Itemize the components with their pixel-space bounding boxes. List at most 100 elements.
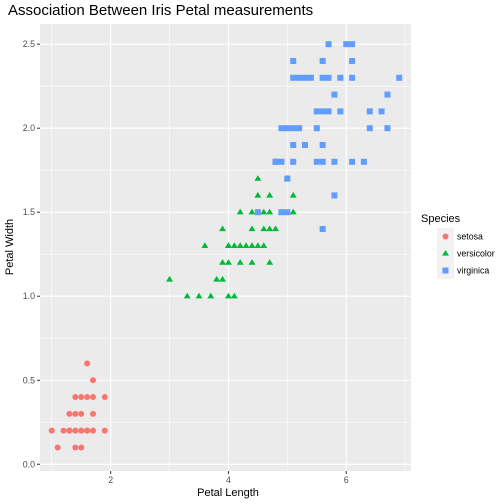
- x-tick-label: 2: [108, 475, 113, 485]
- point-virginica: [384, 125, 391, 132]
- data-points: [48, 41, 403, 451]
- point-setosa: [84, 394, 91, 401]
- point-versicolor: [266, 225, 274, 232]
- point-setosa: [84, 427, 91, 434]
- point-virginica: [337, 74, 344, 81]
- point-virginica: [343, 41, 350, 48]
- y-tick-label: 2.5: [23, 39, 35, 49]
- point-setosa: [72, 410, 79, 417]
- point-versicolor: [254, 242, 262, 248]
- legend-label-setosa: setosa: [457, 232, 483, 242]
- point-setosa: [90, 427, 96, 434]
- point-virginica: [319, 57, 326, 64]
- point-virginica: [284, 209, 291, 216]
- point-virginica: [290, 141, 297, 148]
- point-setosa: [48, 427, 55, 434]
- legend-key-virginica: [442, 267, 449, 274]
- point-virginica: [319, 141, 326, 148]
- point-versicolor: [254, 175, 262, 181]
- y-tick-label: 2.0: [23, 123, 35, 133]
- point-versicolor: [289, 191, 297, 198]
- point-virginica: [325, 108, 332, 115]
- y-tick-label: 1.5: [23, 207, 35, 217]
- point-virginica: [290, 57, 297, 64]
- point-setosa: [90, 377, 96, 384]
- point-setosa: [78, 410, 85, 417]
- point-versicolor: [260, 208, 268, 215]
- point-versicolor: [219, 225, 227, 232]
- y-tick-label: 0.5: [23, 375, 35, 385]
- point-versicolor: [219, 275, 227, 282]
- point-virginica: [313, 125, 320, 132]
- point-virginica: [331, 158, 338, 165]
- legend-label-versicolor: versicolor: [457, 249, 495, 259]
- point-virginica: [349, 57, 356, 64]
- point-virginica: [278, 209, 285, 216]
- point-virginica: [290, 74, 297, 81]
- point-versicolor: [248, 259, 256, 265]
- point-versicolor: [195, 292, 203, 299]
- point-virginica: [366, 108, 373, 115]
- point-setosa: [78, 427, 85, 434]
- point-virginica: [378, 108, 385, 115]
- point-setosa: [101, 394, 108, 401]
- point-virginica: [307, 74, 314, 81]
- point-versicolor: [236, 242, 244, 248]
- point-versicolor: [254, 191, 262, 198]
- point-versicolor: [272, 225, 280, 232]
- point-virginica: [302, 74, 308, 81]
- point-setosa: [101, 427, 108, 434]
- point-virginica: [331, 91, 338, 98]
- point-virginica: [331, 192, 338, 199]
- point-versicolor: [236, 208, 244, 215]
- point-virginica: [302, 141, 308, 148]
- point-versicolor: [230, 242, 238, 248]
- x-axis-title: Petal Length: [197, 487, 259, 499]
- point-virginica: [284, 125, 291, 132]
- point-versicolor: [248, 225, 256, 232]
- point-versicolor: [207, 292, 215, 299]
- point-setosa: [90, 410, 96, 417]
- point-versicolor: [219, 259, 227, 265]
- point-virginica: [349, 158, 356, 165]
- point-setosa: [90, 394, 96, 401]
- legend-title: Species: [421, 213, 461, 225]
- point-setosa: [54, 444, 61, 451]
- point-virginica: [313, 108, 320, 115]
- point-setosa: [66, 410, 73, 417]
- point-versicolor: [266, 191, 274, 198]
- point-virginica: [296, 125, 303, 132]
- point-virginica: [319, 158, 326, 165]
- point-versicolor: [213, 275, 221, 282]
- y-axis-title: Petal Width: [4, 219, 16, 275]
- y-tick-label: 1.0: [23, 291, 35, 301]
- legend-label-virginica: virginica: [457, 266, 489, 276]
- point-versicolor: [289, 208, 297, 215]
- point-versicolor: [224, 242, 232, 248]
- point-virginica: [313, 158, 320, 165]
- point-virginica: [349, 74, 356, 81]
- point-virginica: [319, 108, 326, 115]
- point-versicolor: [224, 292, 232, 299]
- legend: Species setosa versicolor virginica: [421, 213, 495, 279]
- point-setosa: [72, 427, 79, 434]
- point-versicolor: [224, 259, 232, 265]
- point-virginica: [319, 74, 326, 81]
- legend-key-setosa: [442, 233, 449, 240]
- x-tick-label: 6: [344, 475, 349, 485]
- point-versicolor: [260, 242, 268, 248]
- point-virginica: [360, 158, 367, 165]
- point-virginica: [290, 158, 297, 165]
- y-tick-label: 0.0: [23, 459, 35, 469]
- point-versicolor: [166, 275, 174, 282]
- point-virginica: [278, 125, 285, 132]
- point-versicolor: [266, 259, 274, 265]
- point-virginica: [254, 209, 261, 216]
- point-virginica: [284, 175, 291, 182]
- point-setosa: [66, 427, 73, 434]
- x-tick-label: 4: [226, 475, 231, 485]
- point-virginica: [272, 158, 279, 165]
- point-virginica: [290, 125, 297, 132]
- point-setosa: [72, 444, 79, 451]
- point-versicolor: [183, 292, 191, 299]
